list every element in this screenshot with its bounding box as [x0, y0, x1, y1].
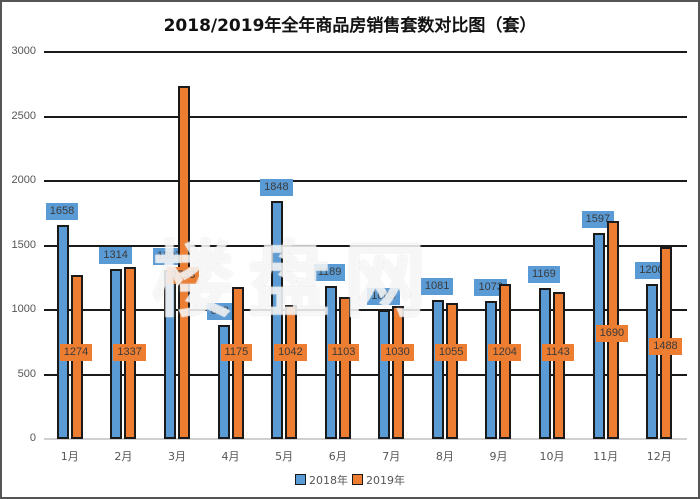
x-axis-tick-label: 2月	[114, 450, 133, 463]
gridline	[44, 373, 687, 376]
data-label: 1189	[313, 263, 346, 281]
legend-label: 2018年	[309, 474, 348, 487]
x-axis-tick-label: 6月	[328, 450, 347, 463]
data-label: 1103	[327, 344, 360, 361]
data-label: 1690	[595, 325, 629, 343]
x-axis-tick-label: 1月	[60, 450, 79, 463]
data-label: 1030	[381, 344, 414, 361]
gridline	[44, 309, 687, 311]
bar-2019[interactable]	[285, 304, 298, 439]
data-label: 1003	[367, 287, 400, 305]
data-label: 1274	[59, 344, 93, 361]
data-label: 1204	[488, 344, 521, 361]
bar-2018[interactable]	[324, 285, 337, 439]
gridline	[44, 180, 687, 182]
data-label: 1055	[434, 344, 468, 361]
bar-2019[interactable]	[499, 283, 512, 439]
legend-swatch-icon	[295, 474, 306, 485]
data-label: 1169	[528, 266, 560, 284]
data-label: 2733	[166, 267, 200, 285]
bar-2018[interactable]	[485, 300, 498, 439]
y-axis-tick-label: 0	[29, 432, 36, 444]
y-axis-tick-label: 1500	[11, 238, 36, 251]
x-axis-tick-label: 9月	[489, 450, 508, 463]
bar-2018[interactable]	[378, 309, 391, 439]
data-label: 1200	[635, 262, 668, 280]
legend-swatch-icon	[352, 474, 363, 485]
data-label: 1143	[542, 344, 574, 361]
bar-2019[interactable]	[177, 86, 190, 439]
data-label: 1848	[260, 178, 293, 196]
y-axis-tick-label: 500	[17, 367, 36, 380]
gridline	[44, 115, 687, 118]
data-label: 1597	[581, 210, 615, 228]
y-axis-tick-label: 1000	[11, 303, 36, 315]
bar-2019[interactable]	[445, 302, 458, 439]
data-label: 1307	[152, 248, 186, 266]
bar-2018[interactable]	[646, 284, 659, 439]
y-axis-tick-label: 2000	[11, 174, 36, 186]
bar-2019[interactable]	[338, 296, 351, 439]
x-axis-tick-label: 12月	[646, 450, 672, 463]
legend-item-2019[interactable]: 2019年	[352, 472, 405, 488]
x-axis-tick-label: 8月	[435, 450, 454, 463]
legend-item-2018[interactable]: 2018年	[295, 472, 348, 488]
bar-2019[interactable]	[392, 306, 405, 439]
data-label: 1042	[274, 344, 307, 361]
data-label: 1175	[220, 344, 253, 361]
bar-2018[interactable]	[56, 225, 69, 439]
data-label: 1337	[113, 344, 146, 361]
chart-legend: 2018年 2019年	[2, 472, 698, 488]
bar-2018[interactable]	[431, 299, 444, 439]
gridline	[44, 51, 687, 53]
legend-label: 2019年	[366, 474, 405, 487]
gridline	[44, 244, 687, 247]
data-label: 1658	[45, 203, 79, 221]
y-axis-tick-label: 3000	[11, 45, 36, 57]
bar-2019[interactable]	[553, 291, 566, 439]
data-label: 1488	[649, 338, 682, 356]
gridline	[44, 438, 687, 440]
bar-2019[interactable]	[231, 287, 244, 439]
x-axis-tick-label: 4月	[221, 450, 240, 463]
bar-2018[interactable]	[539, 288, 552, 439]
y-axis-tick-label: 2500	[11, 109, 36, 122]
data-label: 1314	[99, 247, 132, 265]
x-axis-tick-label: 11月	[593, 450, 619, 463]
x-axis-tick-label: 3月	[167, 450, 186, 463]
data-label: 1081	[420, 277, 454, 295]
x-axis-tick-label: 7月	[382, 450, 401, 463]
x-axis-tick-label: 10月	[539, 450, 565, 463]
chart-title: 2018/2019年全年商品房销售套数对比图（套）	[163, 16, 537, 36]
bar-2018[interactable]	[217, 325, 230, 439]
bar-2018[interactable]	[271, 200, 284, 439]
data-label: 882	[206, 303, 233, 321]
x-axis-tick-label: 5月	[275, 450, 294, 463]
data-label: 1073	[474, 278, 507, 296]
bar-2018[interactable]	[163, 270, 176, 439]
